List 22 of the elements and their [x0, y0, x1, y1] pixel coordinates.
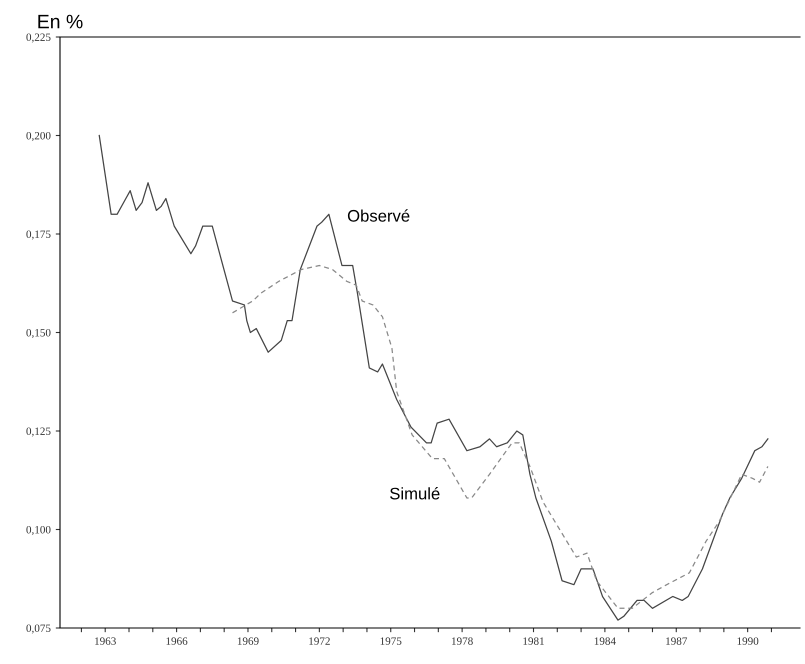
y-tick-label: 0,100: [26, 526, 51, 536]
x-tick-label: 1990: [738, 637, 758, 645]
y-tick-label: 0,200: [26, 132, 51, 142]
line-series: [98, 134, 769, 621]
x-tick-label: 1978: [452, 637, 473, 645]
y-tick-label: 0,225: [26, 33, 51, 43]
x-tick-label: 1987: [666, 637, 688, 645]
x-tick-label: 1969: [238, 637, 259, 645]
x-tick-label: 1966: [166, 637, 188, 645]
x-tick-label: 1972: [309, 637, 330, 645]
y-axis-title: En %: [38, 14, 83, 28]
y-tick-label: 0,175: [26, 230, 51, 240]
annotation: Observé: [348, 209, 410, 222]
y-tick-label: 0,125: [26, 427, 51, 437]
x-tick-label: 1984: [594, 637, 616, 645]
y-tick-label: 0,150: [26, 328, 51, 338]
annotation: Simulé: [390, 487, 440, 500]
x-tick-label: 1963: [95, 637, 116, 645]
x-tick-label: 1981: [523, 637, 544, 645]
line-series: [232, 264, 769, 609]
y-tick-label: 0,075: [26, 624, 51, 634]
x-tick-label: 1975: [380, 637, 402, 645]
